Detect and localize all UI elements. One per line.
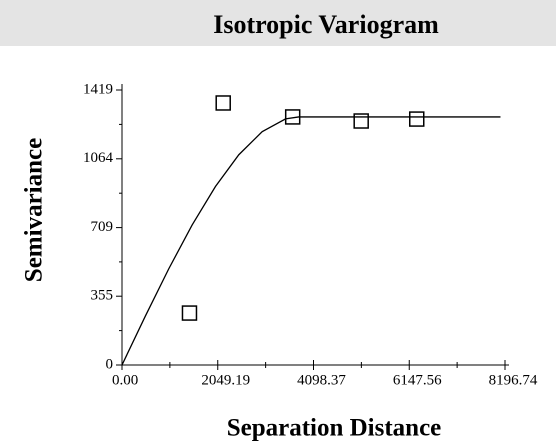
data-point — [215, 95, 231, 111]
x-tick-label: 0.00 — [112, 372, 138, 388]
x-tick-label: 2049.19 — [201, 372, 250, 388]
data-point — [408, 111, 425, 127]
fit-curve — [121, 116, 501, 366]
title-band — [0, 0, 556, 46]
data-point — [353, 113, 369, 129]
y-axis-label: Semivariance — [21, 138, 48, 282]
y-tick-label: 0 — [106, 356, 114, 372]
chart-title: Isotropic Variogram — [213, 10, 439, 39]
y-tick-label: 1064 — [83, 150, 114, 166]
x-tick-label: 4098.37 — [297, 372, 346, 388]
y-tick-label: 709 — [91, 219, 114, 235]
x-axis-label: Separation Distance — [227, 415, 442, 442]
data-point — [181, 305, 198, 321]
y-tick-label: 1419 — [83, 81, 113, 97]
x-tick-label: 6147.56 — [393, 372, 442, 388]
x-tick-label: 8196.74 — [489, 372, 538, 388]
y-tick-label: 355 — [91, 288, 114, 304]
